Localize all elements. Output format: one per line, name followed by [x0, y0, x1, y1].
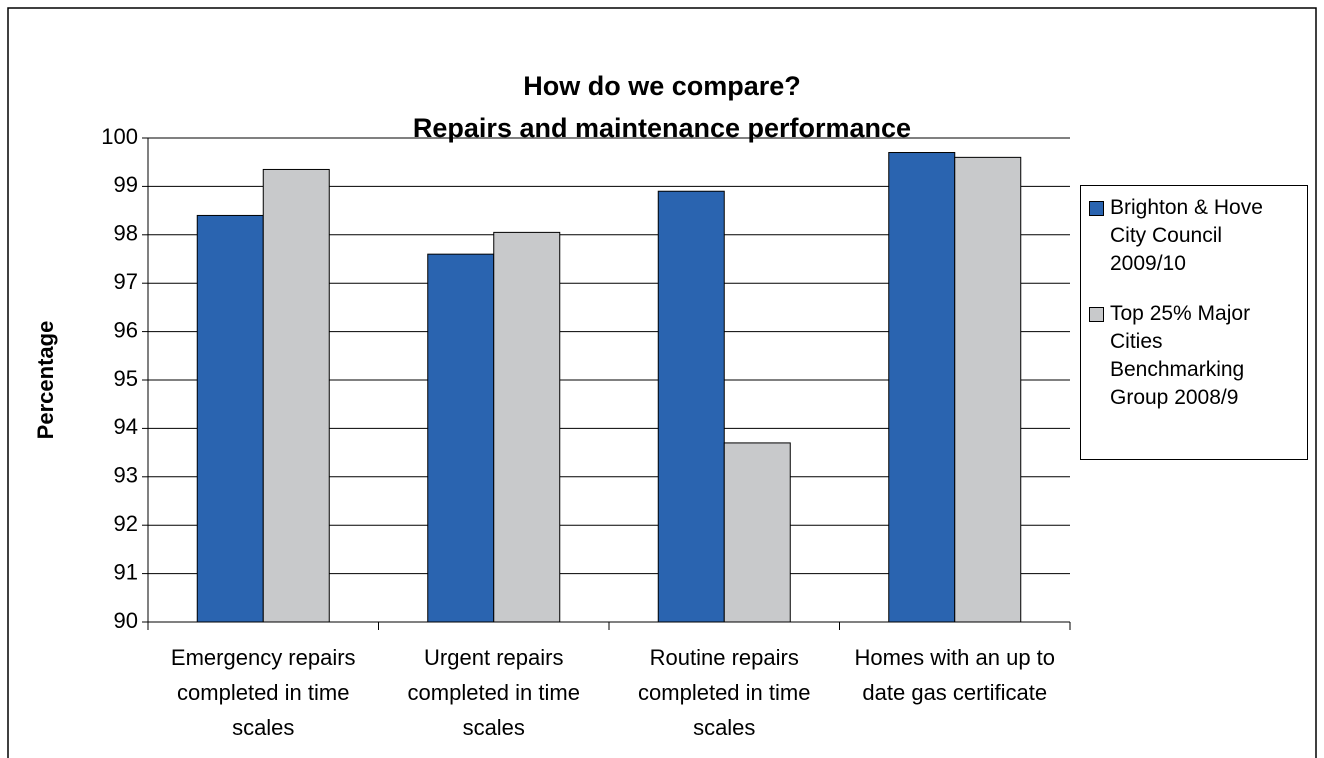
- y-tick-label: 95: [114, 366, 138, 391]
- y-tick-label: 96: [114, 317, 138, 342]
- y-tick-label: 90: [114, 608, 138, 633]
- y-tick-label: 97: [114, 269, 138, 294]
- y-tick-label: 92: [114, 511, 138, 536]
- chart-subtitle: Repairs and maintenance performance: [413, 113, 911, 143]
- y-tick-label: 93: [114, 463, 138, 488]
- bar: [888, 152, 956, 623]
- legend-swatch: [1089, 201, 1104, 216]
- chart-title: How do we compare?: [523, 71, 801, 101]
- bar: [954, 156, 1022, 623]
- x-tick-label: Routine repairs completed in time scales: [638, 645, 811, 740]
- chart-frame: [7, 7, 1317, 758]
- bar: [262, 168, 330, 623]
- legend-label: Top 25% Major Cities Benchmarking Group …: [1110, 302, 1251, 409]
- y-tick-label: 100: [101, 124, 138, 149]
- x-tick-label: Homes with an up to date gas certificate: [854, 645, 1056, 705]
- legend: Brighton & Hove City Council 2009/10 Top …: [1080, 185, 1308, 460]
- bar: [657, 190, 725, 623]
- legend-swatch: [1089, 307, 1104, 322]
- y-tick-label: 99: [114, 172, 138, 197]
- legend-item: Brighton & Hove City Council 2009/10: [1087, 194, 1301, 278]
- bar: [196, 214, 264, 623]
- y-axis-label: Percentage: [33, 321, 58, 440]
- y-tick-label: 98: [114, 221, 138, 246]
- legend-label: Brighton & Hove City Council 2009/10: [1110, 196, 1263, 275]
- x-tick-label: Urgent repairs completed in time scales: [407, 645, 580, 740]
- legend-item: Top 25% Major Cities Benchmarking Group …: [1087, 300, 1301, 412]
- y-tick-label: 94: [114, 414, 138, 439]
- bar: [427, 253, 495, 623]
- bar: [723, 442, 791, 623]
- x-tick-label: Emergency repairs completed in time scal…: [170, 645, 356, 740]
- y-tick-label: 91: [114, 559, 138, 584]
- bar: [493, 231, 561, 623]
